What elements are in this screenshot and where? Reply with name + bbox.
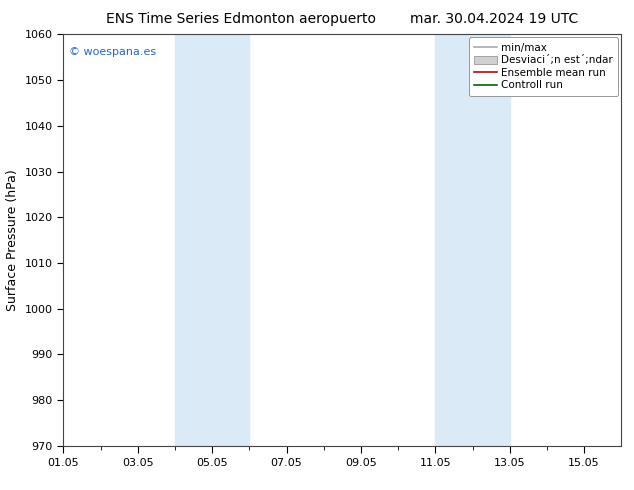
Text: © woespana.es: © woespana.es (69, 47, 156, 57)
Legend: min/max, Desviaci´;n est´;ndar, Ensemble mean run, Controll run: min/max, Desviaci´;n est´;ndar, Ensemble… (469, 37, 618, 96)
Text: mar. 30.04.2024 19 UTC: mar. 30.04.2024 19 UTC (410, 12, 579, 26)
Text: ENS Time Series Edmonton aeropuerto: ENS Time Series Edmonton aeropuerto (106, 12, 376, 26)
Y-axis label: Surface Pressure (hPa): Surface Pressure (hPa) (6, 169, 19, 311)
Bar (436, 34, 510, 446)
Bar (175, 34, 249, 446)
